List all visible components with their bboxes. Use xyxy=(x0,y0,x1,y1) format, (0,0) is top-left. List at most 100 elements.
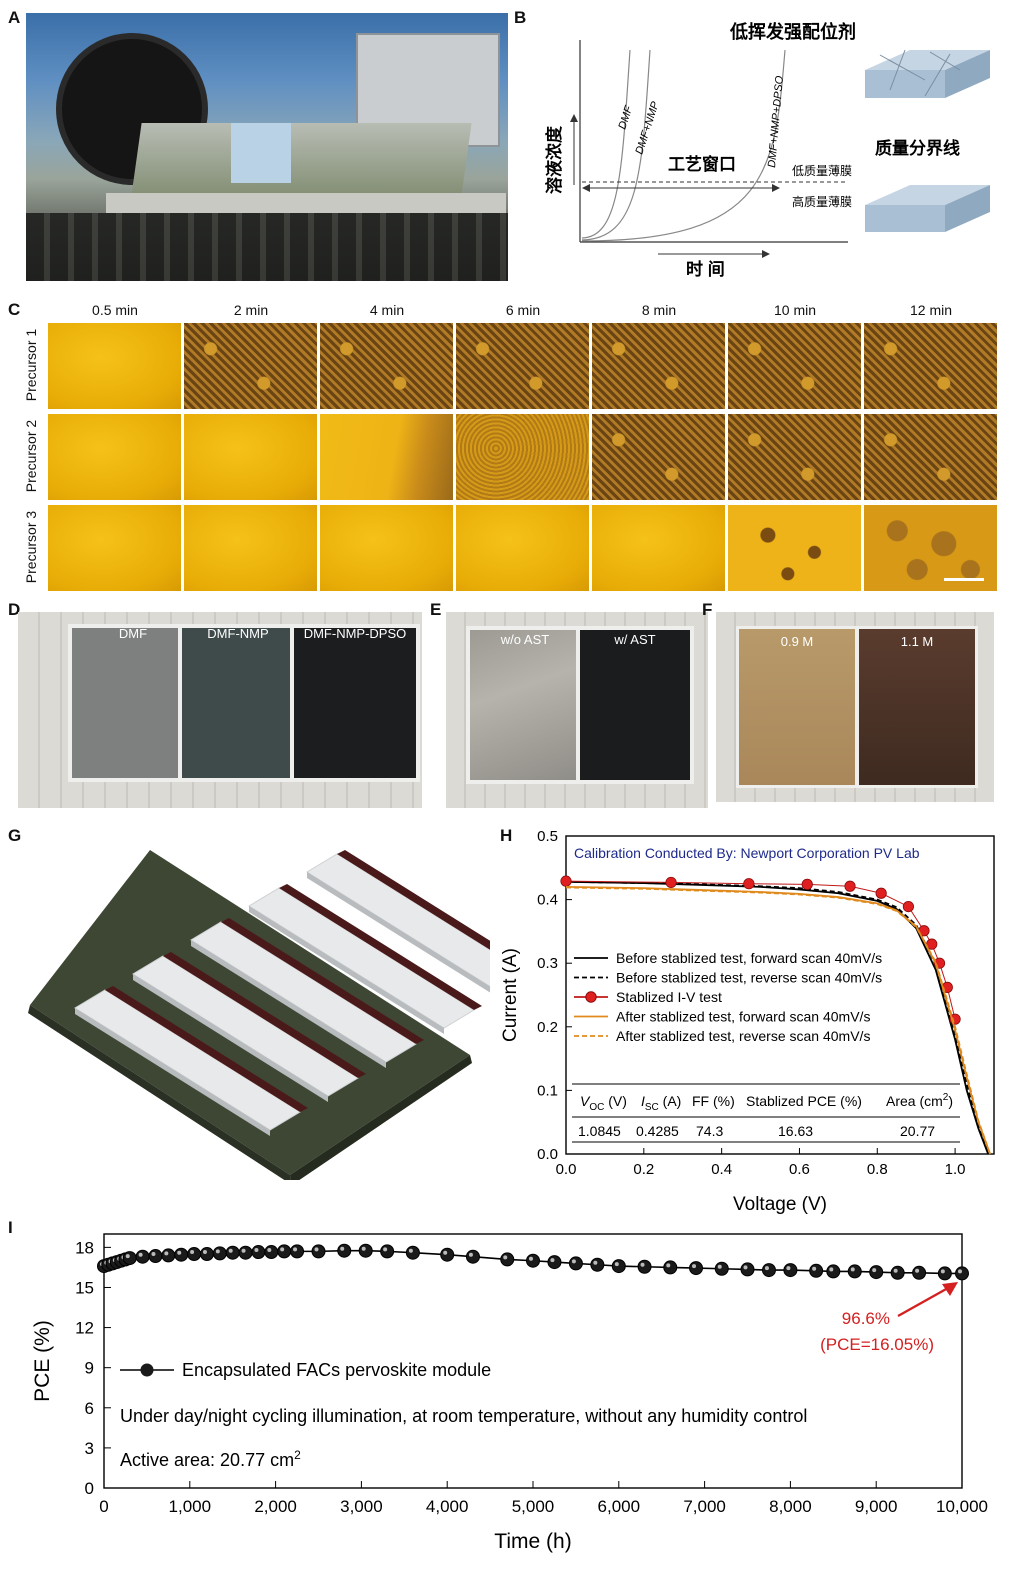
schematic-xlabel: 时 间 xyxy=(686,259,725,279)
micrograph-cell xyxy=(864,323,997,409)
micrograph-cell xyxy=(48,505,181,591)
micrograph-cell xyxy=(456,505,589,591)
y-tick-label: 0.1 xyxy=(537,1082,558,1099)
time-label: 2 min xyxy=(233,302,269,318)
precursor-label: Precursor 3 xyxy=(23,510,39,584)
series-marker xyxy=(161,1248,176,1263)
marker-highlight xyxy=(241,1248,246,1253)
photo-films-concentration: 0.9 M 1.1 M xyxy=(716,612,994,802)
legend-label: After stablized test, forward scan 40mV/… xyxy=(616,1009,870,1025)
series-marker xyxy=(637,1259,652,1274)
series-marker xyxy=(912,1265,927,1280)
series-marker xyxy=(847,1264,862,1279)
series-marker xyxy=(148,1249,163,1264)
module-gap xyxy=(105,986,308,1112)
marker-highlight xyxy=(915,1268,920,1273)
window-label: 工艺窗口 xyxy=(668,154,736,174)
legend-label: After stablized test, reverse scan 40mV/… xyxy=(616,1028,870,1044)
precursor-label: Precursor 1 xyxy=(23,328,39,402)
table-header-pce: Stablized PCE (%) xyxy=(746,1093,862,1109)
panel-label-g: G xyxy=(8,826,22,845)
series-marker xyxy=(251,1245,266,1260)
series-marker xyxy=(311,1244,326,1259)
retention-annotation: 96.6% xyxy=(842,1309,890,1328)
marker-highlight xyxy=(829,1267,834,1272)
module-gap xyxy=(163,952,366,1078)
module-gap xyxy=(221,918,424,1044)
final-pce-annotation: (PCE=16.05%) xyxy=(820,1335,934,1354)
panel-label-e: E xyxy=(430,600,442,619)
micrograph-cell xyxy=(456,323,589,409)
series-marker xyxy=(440,1247,455,1262)
panel-label-b: B xyxy=(514,8,527,27)
x-tick-label: 0.2 xyxy=(633,1161,654,1178)
series-marker xyxy=(743,878,755,890)
series-marker xyxy=(187,1247,202,1262)
series-marker xyxy=(844,880,856,892)
module-strip-edge xyxy=(249,906,444,1034)
series-marker xyxy=(740,1262,755,1277)
schematic-title: 低挥发强配位剂 xyxy=(729,21,856,42)
x-tick-label: 3,000 xyxy=(340,1497,383,1516)
precursor-label: Precursor 2 xyxy=(23,419,39,493)
marker-highlight xyxy=(940,1269,945,1274)
boundary-label: 质量分界线 xyxy=(875,138,960,158)
y-tick-label: 15 xyxy=(75,1278,94,1297)
active-area-note: Active area: 20.77 cm2 xyxy=(120,1448,301,1470)
marker-highlight xyxy=(666,1263,671,1268)
photo-films-solvents: DMF DMF-NMP DMF-NMP-DPSO xyxy=(18,612,422,808)
film-label-dmf-nmp: DMF-NMP xyxy=(207,626,269,641)
x-tick-label: 5,000 xyxy=(512,1497,555,1516)
x-tick-label: 7,000 xyxy=(683,1497,726,1516)
x-tick-label: 6,000 xyxy=(598,1497,641,1516)
marker-highlight xyxy=(893,1268,898,1273)
micrograph-cell xyxy=(728,323,861,409)
legend-label: Stablized I-V test xyxy=(616,989,722,1005)
y-tick-label: 18 xyxy=(75,1238,94,1257)
legend-label: Encapsulated FACs pervoskite module xyxy=(182,1360,491,1380)
micrograph-cell xyxy=(48,414,181,500)
series-marker xyxy=(560,875,572,887)
series-marker xyxy=(174,1247,189,1262)
series-marker xyxy=(955,1266,969,1281)
calibration-note: Calibration Conducted By: Newport Corpor… xyxy=(574,845,920,861)
micrograph-cell xyxy=(592,505,725,591)
schematic-ylabel: 溶液浓度 xyxy=(544,125,564,194)
marker-highlight xyxy=(529,1256,533,1261)
chart-stability: 0 1,000 2,000 3,000 4,000 5,000 6,000 7,000 8,00… xyxy=(31,1233,988,1553)
film-label-1-1m: 1.1 M xyxy=(900,634,934,649)
series-line xyxy=(565,880,990,1155)
x-tick-label: 0.0 xyxy=(556,1161,577,1178)
x-tick-label: 1.0 xyxy=(945,1161,966,1178)
curve-dmf xyxy=(581,49,631,239)
high-quality-label: 高质量薄膜 xyxy=(792,194,852,209)
marker-highlight xyxy=(786,1266,791,1271)
series-marker xyxy=(500,1252,515,1267)
legend-marker xyxy=(140,1363,154,1377)
x-tick-label: 0 xyxy=(99,1497,108,1516)
marker-highlight xyxy=(228,1248,233,1253)
series-marker xyxy=(809,1263,824,1278)
series-marker xyxy=(826,1264,841,1279)
marker-highlight xyxy=(383,1247,388,1252)
series-marker xyxy=(663,1260,678,1275)
annotation-arrow xyxy=(897,1286,949,1318)
marker-highlight xyxy=(177,1250,182,1255)
micrograph-cell xyxy=(184,505,317,591)
series-marker xyxy=(122,1251,137,1266)
series-marker xyxy=(337,1243,352,1258)
table-value-area: 20.77 xyxy=(900,1123,935,1139)
marker-highlight xyxy=(215,1249,220,1254)
series-marker xyxy=(547,1255,562,1270)
table-header-voc: VOC (V) xyxy=(580,1093,627,1113)
series-marker xyxy=(869,1265,884,1280)
marker-highlight xyxy=(872,1268,877,1273)
marker-highlight xyxy=(314,1247,319,1252)
x-tick-label: 9,000 xyxy=(855,1497,898,1516)
series-marker xyxy=(199,1247,214,1262)
micrograph-cell xyxy=(728,414,861,500)
marker-highlight xyxy=(202,1250,207,1255)
label-dmf-nmp: DMF+NMP xyxy=(633,100,662,156)
micrograph-cell xyxy=(456,414,589,500)
series-marker xyxy=(890,1265,905,1280)
